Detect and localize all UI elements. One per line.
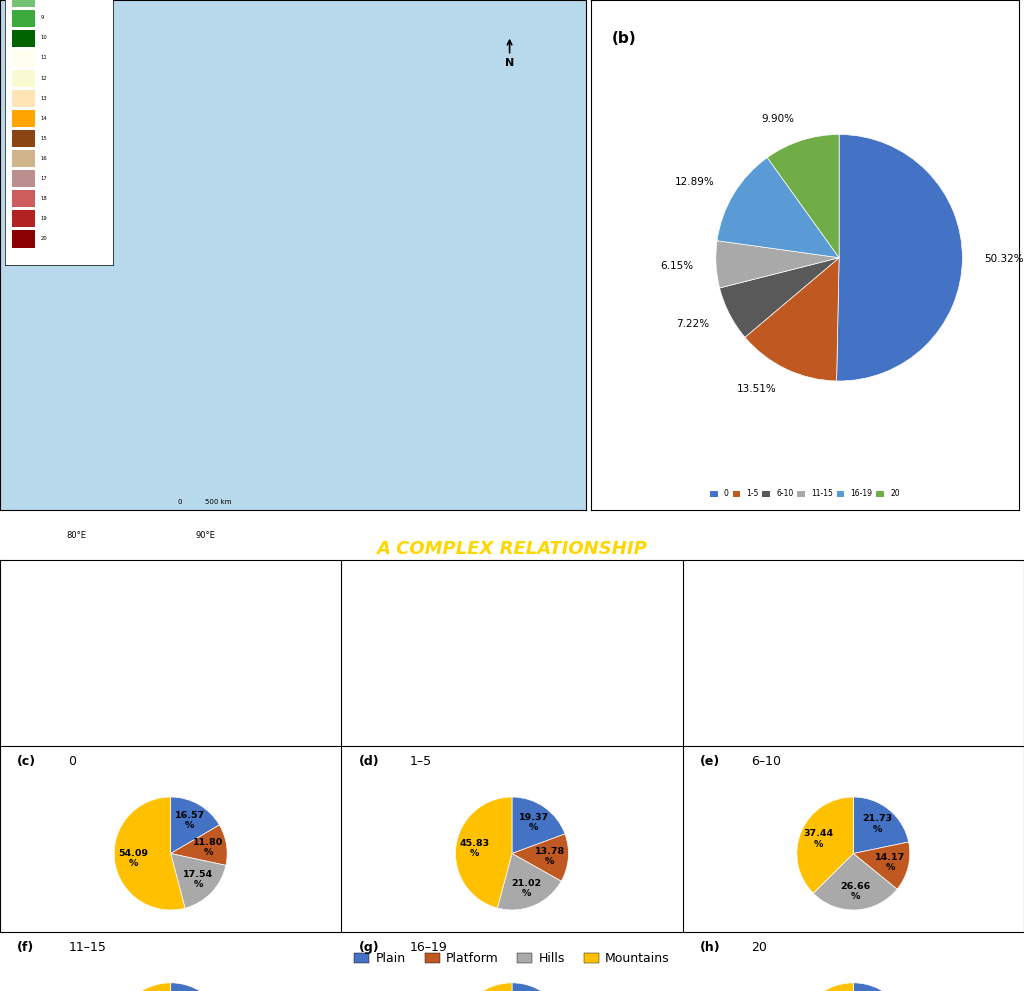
Wedge shape xyxy=(797,797,853,893)
Text: 9.90%: 9.90% xyxy=(762,114,795,124)
Text: 20: 20 xyxy=(751,940,767,953)
Text: (b): (b) xyxy=(612,31,637,46)
Text: 18: 18 xyxy=(41,196,47,201)
Wedge shape xyxy=(853,797,908,853)
Text: 10: 10 xyxy=(41,36,47,41)
Wedge shape xyxy=(717,158,839,258)
Text: 12.89%: 12.89% xyxy=(675,177,715,187)
Text: (f): (f) xyxy=(17,940,35,953)
Wedge shape xyxy=(512,983,568,991)
Text: 13.78
%: 13.78 % xyxy=(535,846,565,866)
Text: (c): (c) xyxy=(17,755,36,768)
Text: 26.66
%: 26.66 % xyxy=(840,882,870,901)
Wedge shape xyxy=(767,135,839,258)
Text: 17: 17 xyxy=(41,175,47,180)
Text: 20: 20 xyxy=(41,236,47,241)
Text: 16: 16 xyxy=(41,156,47,161)
Text: 90°E: 90°E xyxy=(195,531,215,540)
Text: 11.80
%: 11.80 % xyxy=(193,837,223,857)
Text: 50.32%: 50.32% xyxy=(984,255,1024,265)
Legend: 0, 1-5, 6-10, 11-15, 16-19, 20: 0, 1-5, 6-10, 11-15, 16-19, 20 xyxy=(707,487,903,501)
Text: (a): (a) xyxy=(17,13,42,28)
Wedge shape xyxy=(835,983,909,991)
Wedge shape xyxy=(456,983,512,991)
Bar xyxy=(11,30,35,47)
Bar xyxy=(11,170,35,187)
Wedge shape xyxy=(744,258,839,381)
Text: 1–5: 1–5 xyxy=(410,755,432,768)
Text: 6.15%: 6.15% xyxy=(660,261,694,271)
Wedge shape xyxy=(171,797,219,853)
Bar xyxy=(11,70,35,87)
Text: (h): (h) xyxy=(699,940,720,953)
Text: 14: 14 xyxy=(41,116,47,121)
Wedge shape xyxy=(813,853,897,910)
Text: 7.22%: 7.22% xyxy=(677,319,710,329)
Text: 11–15: 11–15 xyxy=(69,940,106,953)
Bar xyxy=(11,190,35,207)
Bar xyxy=(11,210,35,228)
Wedge shape xyxy=(171,825,227,865)
Text: 0          500 km: 0 500 km xyxy=(178,499,231,505)
Wedge shape xyxy=(512,834,568,881)
Bar xyxy=(11,130,35,148)
Bar xyxy=(11,90,35,107)
Text: 19.37
%: 19.37 % xyxy=(518,813,549,832)
Text: 14.17
%: 14.17 % xyxy=(874,853,905,872)
Bar xyxy=(11,110,35,127)
Text: 21.73
%: 21.73 % xyxy=(862,815,892,833)
Text: 54.09
%: 54.09 % xyxy=(118,848,148,868)
Wedge shape xyxy=(115,797,185,910)
Text: 45.83
%: 45.83 % xyxy=(460,838,489,858)
Text: 13.51%: 13.51% xyxy=(736,385,776,394)
Text: (g): (g) xyxy=(358,940,379,953)
Bar xyxy=(11,10,35,27)
Text: 9: 9 xyxy=(41,16,44,21)
Legend: Plain, Platform, Hills, Mountains: Plain, Platform, Hills, Mountains xyxy=(349,947,675,970)
Text: TOPOGRAPHY'S IMPACT ON AIR POLLUTION:: TOPOGRAPHY'S IMPACT ON AIR POLLUTION: xyxy=(307,515,717,533)
Text: 0: 0 xyxy=(69,755,76,768)
Wedge shape xyxy=(171,983,222,991)
Text: A COMPLEX RELATIONSHIP: A COMPLEX RELATIONSHIP xyxy=(377,540,647,558)
Text: (e): (e) xyxy=(699,755,720,768)
Text: 16–19: 16–19 xyxy=(410,940,447,953)
Wedge shape xyxy=(853,842,909,889)
Text: 13: 13 xyxy=(41,95,47,101)
Bar xyxy=(11,151,35,167)
Text: 6–10: 6–10 xyxy=(751,755,781,768)
Wedge shape xyxy=(821,983,853,991)
Wedge shape xyxy=(837,135,963,381)
Bar xyxy=(11,0,35,7)
Text: N: N xyxy=(505,41,514,68)
Text: (d): (d) xyxy=(358,755,379,768)
Wedge shape xyxy=(512,797,565,853)
Wedge shape xyxy=(716,241,839,288)
Text: 12: 12 xyxy=(41,75,47,80)
Text: 21.02
%: 21.02 % xyxy=(512,879,542,898)
Wedge shape xyxy=(498,853,561,910)
Wedge shape xyxy=(456,797,512,908)
Text: 16.57
%: 16.57 % xyxy=(174,811,205,830)
Bar xyxy=(11,231,35,248)
Text: 37.44
%: 37.44 % xyxy=(804,829,834,848)
Wedge shape xyxy=(115,983,171,991)
Text: 11: 11 xyxy=(41,55,47,60)
Text: 19: 19 xyxy=(41,216,47,221)
Text: 15: 15 xyxy=(41,136,47,141)
Text: 80°E: 80°E xyxy=(67,531,86,540)
Text: 17.54
%: 17.54 % xyxy=(183,870,213,889)
Bar xyxy=(11,50,35,67)
Wedge shape xyxy=(720,258,839,337)
Wedge shape xyxy=(171,853,226,908)
